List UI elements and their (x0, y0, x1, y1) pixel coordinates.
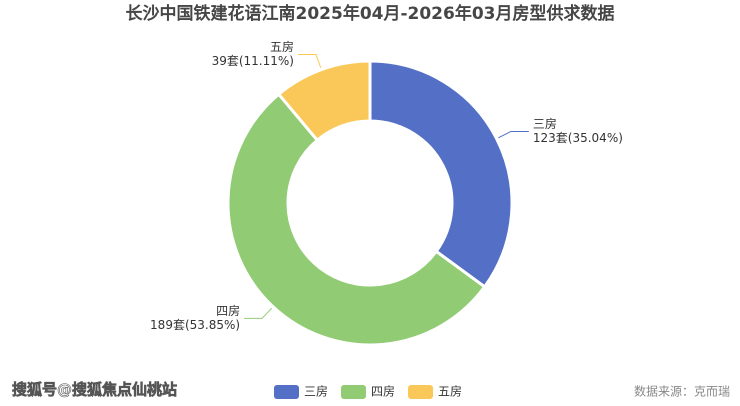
slice (226, 92, 487, 347)
leader-line (498, 130, 529, 139)
slice-name: 四房 (216, 303, 240, 318)
leader-line (297, 54, 322, 68)
slice-name: 三房 (533, 116, 557, 131)
data-label: 39套(11.11%) (212, 54, 294, 68)
legend-swatch (274, 385, 299, 399)
data-label: 123套(35.04%) (533, 131, 623, 145)
watermark: 搜狐号@搜狐焦点仙桃站 (12, 381, 177, 399)
slice-name: 五房 (270, 39, 294, 54)
legend-label: 五房 (438, 384, 462, 399)
legend-label: 四房 (371, 384, 395, 399)
chart-title: 长沙中国铁建花语江南2025年04月-2026年03月房型供求数据 (126, 3, 615, 24)
legend-swatch (408, 385, 433, 399)
legend-swatch (341, 385, 366, 399)
slice (368, 59, 514, 289)
leader-line (244, 307, 273, 319)
source: 数据来源：克而瑞 (634, 384, 730, 399)
slice (277, 59, 372, 142)
legend-label: 三房 (304, 384, 328, 399)
data-label: 189套(53.85%) (150, 318, 240, 332)
